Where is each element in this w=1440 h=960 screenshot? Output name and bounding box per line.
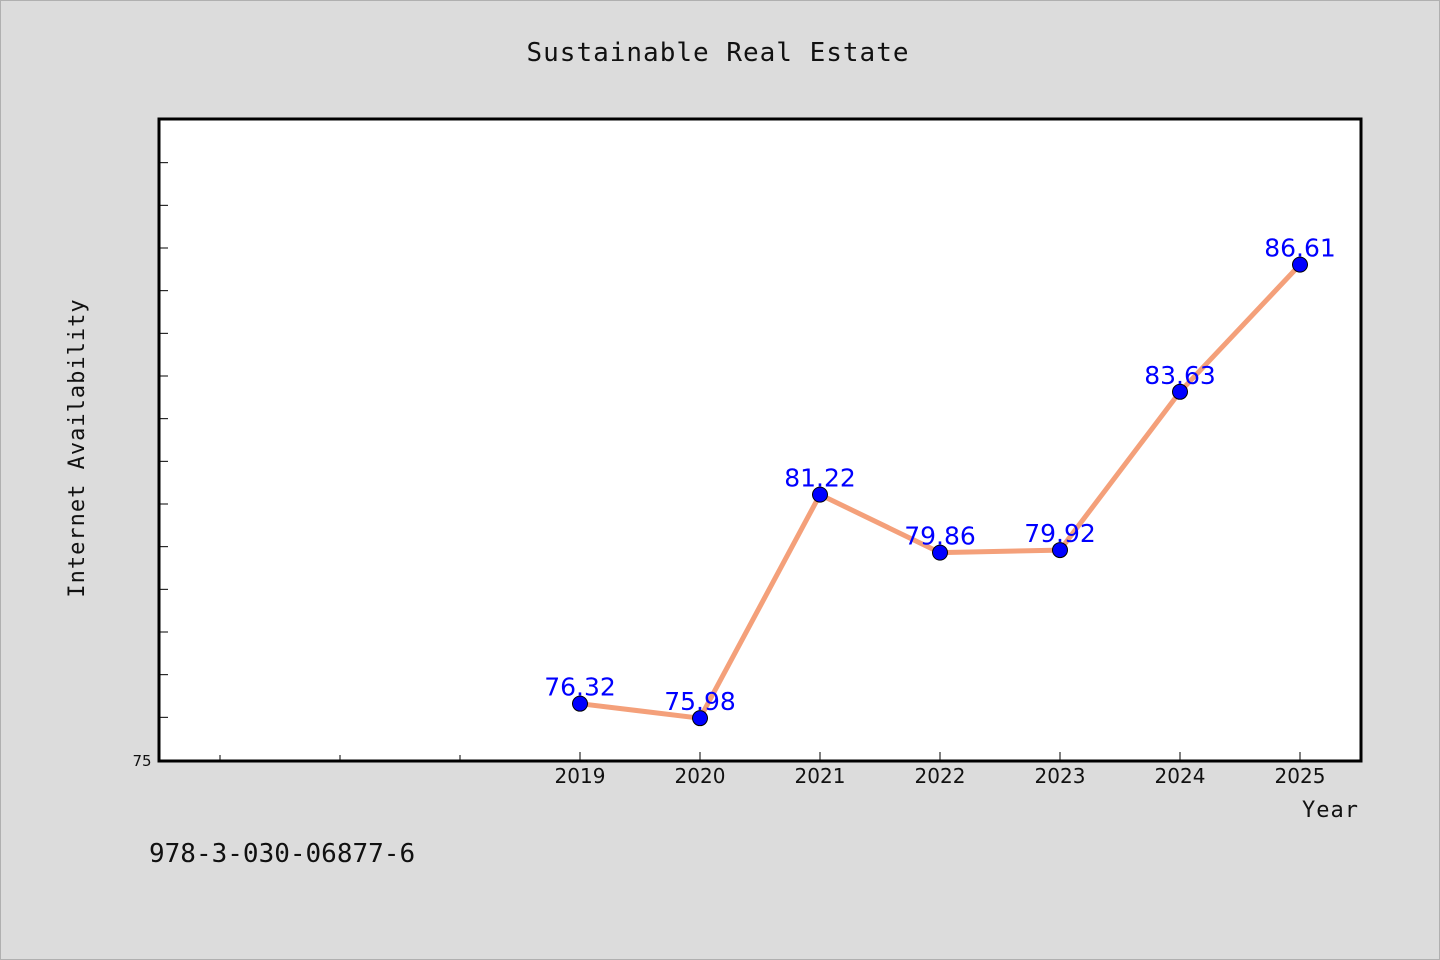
x-tick-label: 2019 bbox=[555, 764, 606, 788]
y-axis-ticks bbox=[160, 162, 168, 718]
x-axis-minor-ticks bbox=[219, 755, 461, 760]
x-tick-label: 2022 bbox=[915, 764, 966, 788]
x-axis-title: Year bbox=[1302, 798, 1359, 823]
plot-area bbox=[157, 117, 1363, 763]
x-tick-label: 2021 bbox=[795, 764, 846, 788]
isbn-footer: 978-3-030-06877-6 bbox=[149, 839, 415, 869]
x-tick-label: 2023 bbox=[1035, 764, 1086, 788]
data-label: 81.22 bbox=[784, 464, 856, 493]
data-label: 86.61 bbox=[1264, 234, 1336, 263]
y-tick-label-min: 75 bbox=[132, 752, 151, 770]
data-label: 83.63 bbox=[1144, 361, 1216, 390]
x-axis-ticks bbox=[579, 752, 1301, 760]
data-label: 75.98 bbox=[664, 687, 736, 716]
x-tick-label: 2025 bbox=[1275, 764, 1326, 788]
series-markers bbox=[572, 256, 1308, 727]
data-label: 79.86 bbox=[904, 522, 976, 551]
data-point bbox=[1172, 383, 1188, 400]
data-point bbox=[932, 544, 948, 561]
x-tick-label: 2020 bbox=[675, 764, 726, 788]
x-tick-label: 2024 bbox=[1155, 764, 1206, 788]
y-axis-title: Internet Availability bbox=[65, 298, 90, 597]
data-point bbox=[572, 695, 588, 712]
data-labels: 76.32 75.98 81.22 79.86 79.92 83.63 86.61 bbox=[544, 234, 1336, 717]
data-label: 79.92 bbox=[1024, 519, 1096, 548]
data-point bbox=[1292, 256, 1308, 273]
data-label: 76.32 bbox=[544, 673, 616, 702]
data-point bbox=[1052, 542, 1068, 559]
data-point bbox=[692, 710, 708, 727]
x-tick-labels: 2019 2020 2021 2022 2023 2024 2025 bbox=[555, 764, 1326, 788]
data-point bbox=[812, 486, 828, 503]
chart-title: Sustainable Real Estate bbox=[526, 38, 909, 68]
